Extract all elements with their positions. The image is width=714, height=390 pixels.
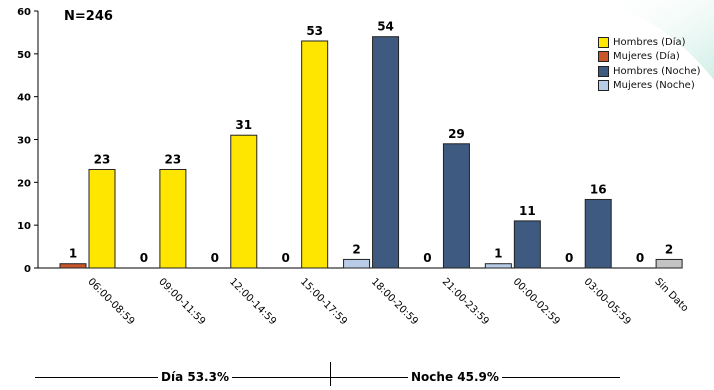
legend-swatch-mujeres-noche [598,80,609,92]
bar-hombres-noche--7 [584,198,612,269]
sample-size-annotation: N=246 [64,9,113,24]
data-label: 0 [565,251,573,265]
data-label: 53 [306,24,323,38]
data-label: 0 [211,251,219,265]
x-tick-label: 15:00-17:59 [298,276,349,327]
data-label: 16 [590,182,607,196]
x-tick-label: 21:00-23:59 [440,276,491,327]
data-label: 1 [69,247,77,261]
legend-item-hombres-dia: Hombres (Día) [598,35,701,50]
bar-hombres-d-a--1 [159,168,187,269]
bar-hombres-noche--4 [372,36,400,269]
y-tick-label: 40 [17,93,31,104]
y-tick-label: 60 [17,7,31,18]
bar-hombres-d-a--3 [301,40,329,269]
data-label: 31 [235,118,252,132]
legend-swatch-mujeres-dia [598,51,609,63]
legend-label-hombres-noche: Hombres (Noche) [613,65,701,77]
data-label: 0 [140,251,148,265]
x-tick-label: 03:00-05:59 [582,276,633,327]
period-label-noche: Noche 45.9% [408,370,502,384]
bar-hombres-d-a--0 [88,168,116,269]
x-tick-label: 06:00-08:59 [85,276,136,327]
data-label: 2 [665,242,673,256]
chart-legend: Hombres (Día) Mujeres (Día) Hombres (Noc… [598,35,701,93]
legend-label-mujeres-noche: Mujeres (Noche) [613,80,695,92]
data-label: 23 [165,152,182,166]
data-label: 2 [352,242,360,256]
legend-label-mujeres-dia: Mujeres (Día) [613,51,680,63]
data-label: 29 [448,127,465,141]
data-label: 0 [423,251,431,265]
x-tick-label: 18:00-20:59 [369,276,420,327]
y-tick-label: 10 [17,221,31,232]
legend-label-hombres-dia: Hombres (Día) [613,36,686,48]
legend-swatch-hombres-noche [598,65,609,77]
bar-mujeres-noche--6 [484,263,512,269]
x-tick-label: 00:00-02:59 [511,276,562,327]
data-label: 54 [377,20,394,34]
legend-swatch-hombres-dia [598,36,609,48]
bar-sin-dato-8 [655,258,683,269]
bar-mujeres-noche--4 [343,258,371,269]
data-label: 0 [281,251,289,265]
data-label: 11 [519,204,536,218]
y-tick-label: 50 [17,50,31,61]
bar-hombres-d-a--2 [230,134,258,269]
y-tick-label: 20 [17,178,31,189]
period-divider [330,362,331,386]
legend-item-hombres-noche: Hombres (Noche) [598,64,701,79]
y-tick-label: 0 [24,264,31,275]
x-tick-label: Sin Dato [652,276,690,314]
legend-item-mujeres-noche: Mujeres (Noche) [598,79,701,94]
legend-item-mujeres-dia: Mujeres (Día) [598,50,701,65]
x-tick-label: 09:00-11:59 [156,276,207,327]
period-label-dia: Día 53.3% [158,370,232,384]
x-tick-label: 12:00-14:59 [227,276,278,327]
data-label: 23 [94,152,111,166]
y-tick-label: 30 [17,136,31,147]
bar-mujeres-d-a--0 [59,263,87,269]
data-label: 1 [494,247,502,261]
bar-hombres-noche--6 [513,220,541,269]
data-label: 0 [636,251,644,265]
bar-hombres-noche--5 [442,143,470,269]
